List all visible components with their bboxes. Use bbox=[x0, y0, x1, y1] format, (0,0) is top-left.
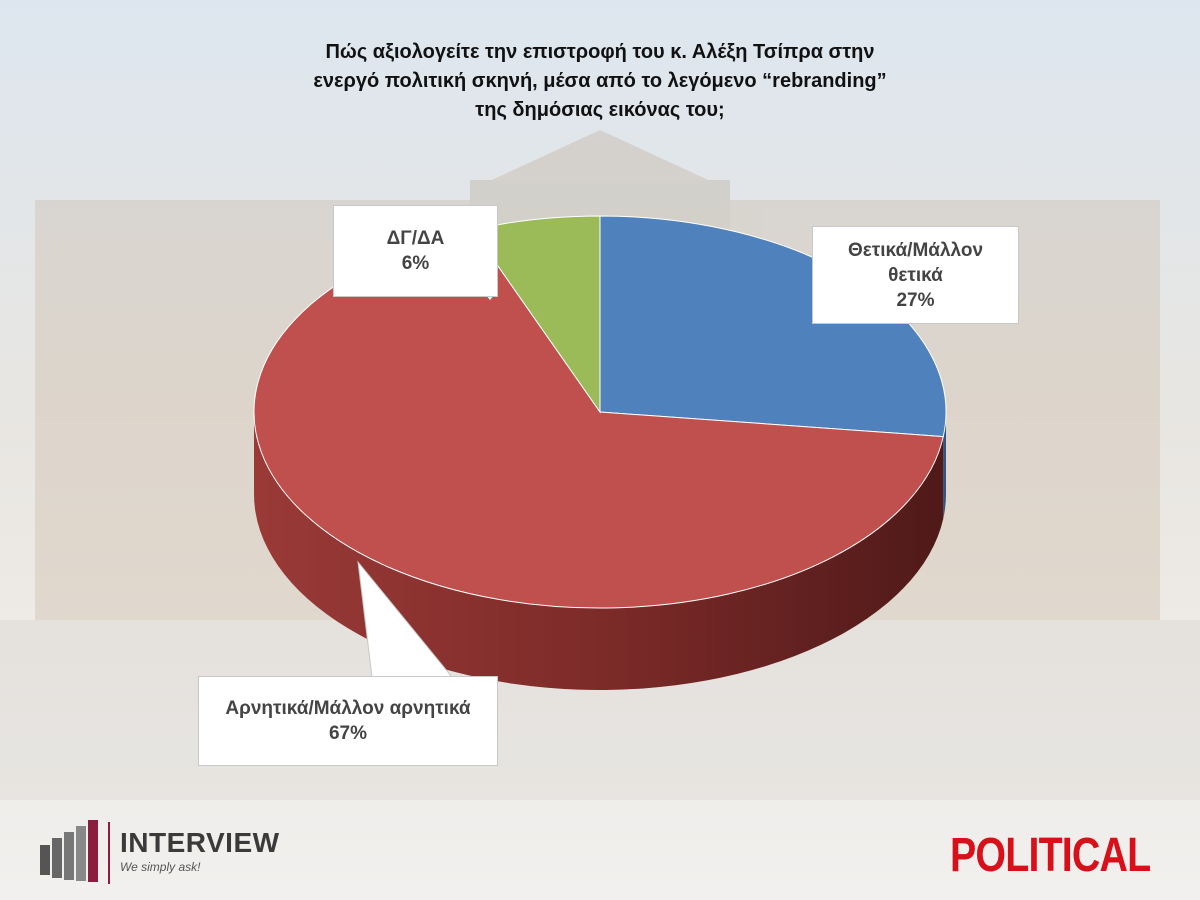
brand-logo: INTERVIEW bbox=[120, 827, 280, 858]
slice bbox=[253, 229, 944, 609]
brand-logo: POLITICAL bbox=[950, 829, 1151, 882]
interview-icon bbox=[40, 820, 110, 884]
chart-title: Πώς αξιολογείτε την επιστροφή του κ. Αλέ… bbox=[313, 41, 887, 121]
category-label: Αρνητικά/Μάλλον αρνητικά bbox=[225, 698, 471, 719]
category-label: Θετικά/Μάλλον θετικά bbox=[847, 239, 984, 286]
data-label: Θετικά/Μάλλον θετικά 27% bbox=[812, 226, 1019, 324]
value-label: 67% bbox=[328, 723, 368, 744]
data-label: Αρνητικά/Μάλλον αρνητικά 67% bbox=[198, 676, 498, 766]
value-label: 27% bbox=[896, 289, 935, 311]
data-label: ΔΓ/ΔΑ 6% bbox=[333, 205, 498, 297]
category-label: ΔΓ/ΔΑ bbox=[386, 228, 445, 249]
brand-tagline: We simply ask! bbox=[120, 860, 201, 874]
pie bbox=[253, 215, 947, 691]
slice-side bbox=[254, 412, 944, 691]
value-label: 6% bbox=[401, 253, 430, 274]
slice-side bbox=[943, 412, 946, 519]
